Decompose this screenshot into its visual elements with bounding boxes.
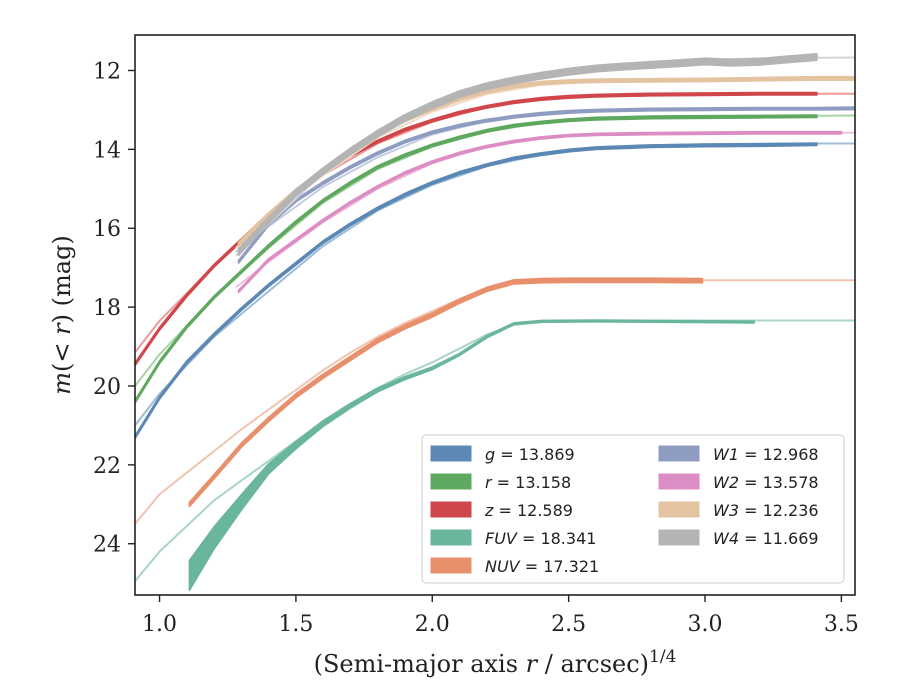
y-tick-label: 22	[93, 454, 121, 479]
y-tick-label: 18	[93, 296, 121, 321]
legend-swatch-r	[430, 473, 472, 490]
legend-swatch-nuv	[430, 557, 472, 574]
series-layer	[135, 53, 855, 591]
legend-label-r: r = 13.158	[485, 473, 571, 492]
legend: g = 13.869 r = 13.158 z = 12.589 FUV = 18.3…	[421, 434, 845, 584]
legend-label-z: z = 12.589	[484, 501, 573, 520]
fit-curve-w2	[235, 131, 855, 289]
x-tick-label: 3.5	[824, 612, 859, 637]
plot-frame	[134, 34, 856, 596]
legend-label-w2: W2 = 13.578	[713, 473, 819, 492]
series-band-w4	[237, 53, 818, 256]
x-tick-label: 3.0	[688, 612, 723, 637]
axes-layer: 1.0 1.5 2.0 2.5 3.0 3.5 12 14 16 18 20 22 24	[93, 59, 859, 637]
x-tick-label: 2.5	[551, 612, 586, 637]
legend-label-w4: W4 = 11.669	[713, 529, 819, 548]
series-band-fuv	[188, 319, 755, 591]
y-tick-label: 16	[93, 217, 121, 242]
series-band-g	[135, 142, 818, 440]
series-band-w1	[237, 106, 855, 264]
legend-swatch-w4	[658, 529, 700, 546]
legend-swatch-w1	[658, 445, 700, 462]
legend-label-w1: W1 = 12.968	[713, 445, 819, 464]
x-tick-label: 2.0	[415, 612, 450, 637]
y-tick-label: 24	[93, 533, 121, 558]
series-band-r	[135, 114, 818, 404]
legend-box	[421, 434, 845, 584]
series-band-w2	[237, 130, 843, 294]
y-axis-label: m(< r) (mag)	[48, 235, 76, 395]
y-tick-label: 14	[93, 138, 121, 163]
legend-label-fuv: FUV = 18.341	[485, 529, 596, 548]
x-axis-label: (Semi-major axis r / arcsec)1/4	[314, 647, 677, 678]
legend-label-w3: W3 = 12.236	[713, 501, 819, 520]
series-band-nuv	[188, 277, 704, 508]
legend-swatch-w3	[658, 501, 700, 518]
legend-label-nuv: NUV = 17.321	[485, 557, 599, 576]
legend-swatch-w2	[658, 473, 700, 490]
fit-curve-w4	[235, 56, 855, 257]
legend-swatch-z	[430, 501, 472, 518]
x-tick-label: 1.0	[142, 612, 177, 637]
y-tick-label: 20	[93, 375, 121, 400]
legend-swatch-fuv	[430, 529, 472, 546]
y-tick-label: 12	[93, 59, 121, 84]
x-tick-label: 1.5	[278, 612, 313, 637]
legend-label-g: g = 13.869	[485, 445, 575, 464]
legend-swatch-g	[430, 445, 472, 462]
